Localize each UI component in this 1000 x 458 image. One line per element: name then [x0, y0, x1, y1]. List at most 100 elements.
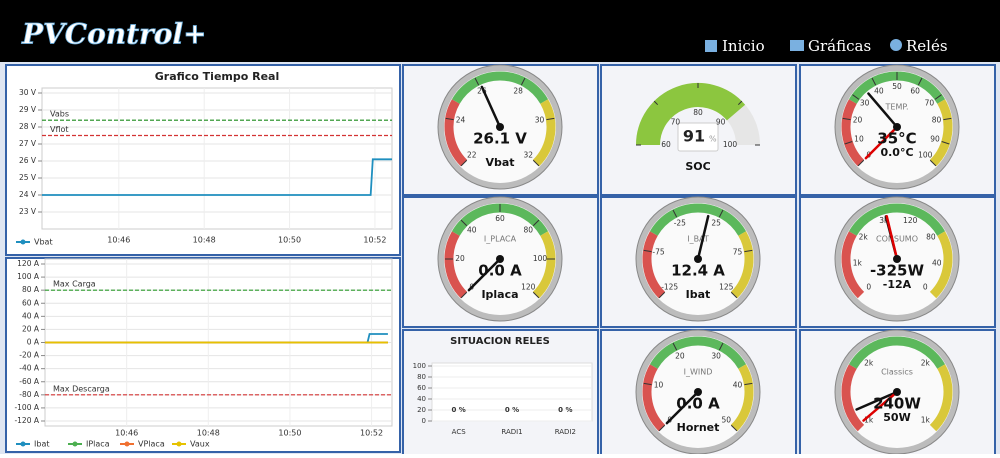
legend-label: Vaux	[190, 440, 210, 449]
needle-hub	[694, 388, 702, 396]
gauge-readout: 0.0 A	[676, 395, 720, 413]
gauge-tick-label: 60	[661, 140, 671, 149]
gauge-readout: -325W	[870, 262, 925, 280]
gauge-tick-label: 3k	[879, 216, 889, 225]
gauge-tick-label: 28	[513, 86, 523, 95]
gauge-tick-label: 90	[716, 117, 726, 126]
y-tick-label: 27 V	[19, 139, 37, 148]
gauge-readout: 0.0°C	[880, 146, 913, 159]
legend-label: Vbat	[34, 238, 53, 247]
gauge-readout: 50W	[883, 411, 910, 424]
gauge-tick	[474, 77, 480, 86]
needle-hub	[893, 388, 901, 396]
gauge-label: Hornet	[677, 421, 720, 434]
gauge-tick-label: 80	[693, 108, 703, 117]
needle-hub	[496, 123, 504, 131]
gauge-tick-label: 40	[874, 86, 884, 95]
y-tick-label: 24 V	[19, 190, 37, 199]
gauge-tick-label: 25	[711, 218, 721, 227]
gauge-band	[532, 231, 556, 299]
gauge-tick	[842, 117, 851, 121]
gauge-title: Classics	[881, 368, 913, 377]
gauge-band	[848, 203, 946, 236]
gauge-tick-label: 120	[521, 282, 536, 291]
gauge-readout: 240W	[873, 395, 921, 413]
gauge-tick	[672, 209, 678, 218]
logo: PVControl+	[21, 18, 207, 51]
x-tick-label: 10:50	[278, 236, 301, 245]
y-tick-label: -40 A	[19, 364, 40, 373]
x-tick-label: 10:50	[278, 429, 301, 438]
gauge-tick-label: 32	[524, 150, 534, 159]
gauge-tick	[744, 382, 753, 386]
nav-link[interactable]: Inicio	[722, 37, 765, 55]
nav-link[interactable]: Gráficas	[808, 37, 871, 55]
gauge-tick-label: 30	[860, 98, 870, 107]
gauge-tick-label: -25	[674, 218, 686, 227]
gauge-tick	[546, 117, 555, 121]
gauge-band	[451, 71, 549, 104]
reference-label: Max Descarga	[53, 384, 110, 393]
reference-label: Max Carga	[53, 280, 96, 289]
value-label: 0 %	[452, 406, 466, 414]
gauge-tick-label: 20	[675, 351, 685, 360]
gauge-tick-label: 75	[733, 248, 743, 257]
home-icon	[705, 40, 717, 52]
y-tick-label: 80 A	[22, 285, 40, 294]
reference-label: Vabs	[50, 110, 69, 119]
gauge-tick-label: 70	[925, 98, 935, 107]
gauge-label: Iplaca	[481, 288, 518, 301]
gauge-needle	[862, 390, 899, 422]
nav-link[interactable]: Relés	[906, 37, 948, 55]
gauge-tick-label: 40	[733, 381, 743, 390]
gauge-tick-label: 40	[932, 258, 942, 267]
gauge-tick-label: 50	[892, 82, 902, 91]
legend-marker	[124, 441, 130, 447]
y-tick-label: 20	[417, 406, 426, 414]
gauge-unit: %	[709, 135, 717, 144]
chart-title: SITUACION RELES	[450, 336, 550, 347]
gauge-band	[649, 336, 747, 369]
gauge-tick	[445, 117, 454, 121]
readout-box	[677, 122, 719, 152]
legend-label: VPlaca	[138, 440, 165, 449]
gauge-tick-label: -125	[661, 282, 678, 291]
gauge-tick-label: 50	[722, 415, 732, 424]
legend-marker	[20, 441, 26, 447]
gauge-tick	[934, 94, 942, 100]
gauge-band	[841, 231, 865, 299]
gauge-band	[532, 99, 556, 167]
gauge-tick-label: 2k	[859, 233, 869, 242]
y-tick-label: -20 A	[19, 351, 40, 360]
gauge-band	[730, 364, 754, 432]
x-tick-label: RADI2	[555, 428, 576, 436]
x-tick-label: 10:48	[193, 236, 216, 245]
gauge-tick	[718, 342, 724, 351]
legend-marker	[20, 239, 26, 245]
gauge-tick	[672, 342, 678, 351]
gauge-tick-label: 22	[467, 150, 477, 159]
legend-label: IPlaca	[86, 440, 110, 449]
y-tick-label: 26 V	[19, 156, 37, 165]
needle-hub	[694, 255, 702, 263]
gauge-tick-label: 70	[671, 117, 681, 126]
plot-area	[431, 362, 593, 422]
x-tick-label: ACS	[452, 428, 467, 436]
header-bar	[0, 0, 1000, 62]
gauge-tick	[658, 291, 666, 299]
gauge-band	[642, 364, 666, 432]
gauge-readout: 91	[683, 127, 705, 146]
gauge-band	[848, 336, 946, 369]
plot-area	[41, 87, 393, 230]
gauge-title: TEMP.	[885, 103, 909, 112]
gauge-needle	[480, 85, 502, 129]
gauge-needle	[885, 214, 899, 261]
gauge-tick-label: 20	[853, 116, 863, 125]
gauge-tick	[520, 77, 526, 86]
y-tick-label: 0	[422, 417, 426, 425]
gauge-tick	[852, 94, 860, 100]
gauge-readout: 12.4 A	[671, 262, 725, 280]
gauge-tick	[460, 219, 468, 227]
needle-hub	[893, 255, 901, 263]
gauge-tick-label: 80	[932, 116, 942, 125]
